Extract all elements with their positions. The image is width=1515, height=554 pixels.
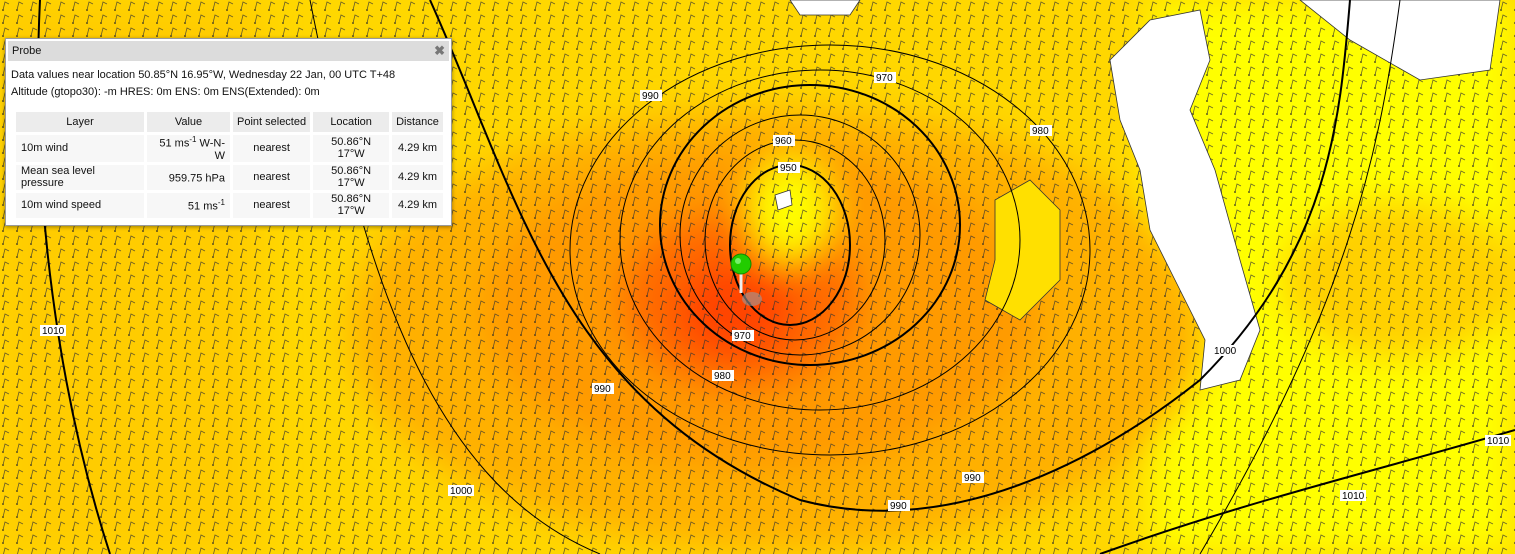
isobar-label: 960: [773, 135, 795, 147]
svg-text:970: 970: [876, 73, 893, 84]
svg-text:1010: 1010: [42, 326, 65, 337]
table-row: 10m wind speed 51 ms-1 nearest 50.86°N 1…: [16, 192, 443, 218]
land: [774, 0, 1501, 391]
svg-text:970: 970: [734, 331, 751, 342]
point-cell: nearest: [233, 164, 311, 190]
table-row: 10m wind 51 ms-1 W-N-W nearest 50.86°N 1…: [16, 135, 443, 162]
isobar-label: 1010: [1485, 435, 1511, 447]
point-cell: nearest: [233, 135, 311, 162]
svg-text:980: 980: [714, 371, 731, 382]
svg-text:950: 950: [780, 163, 797, 174]
svg-text:980: 980: [1032, 126, 1049, 137]
layer-cell: Mean sea level pressure: [16, 164, 144, 190]
probe-altitude-info: Altitude (gtopo30): -m HRES: 0m ENS: 0m …: [11, 86, 320, 98]
location-cell: 50.86°N 17°W: [313, 135, 390, 162]
distance-cell: 4.29 km: [392, 135, 443, 162]
svg-text:960: 960: [775, 136, 792, 147]
svg-text:1010: 1010: [1342, 491, 1365, 502]
map-pin-icon[interactable]: [730, 253, 762, 306]
probe-title: Probe: [12, 45, 42, 57]
isobar-label: 970: [732, 330, 754, 342]
value-cell: 959.75 hPa: [147, 164, 230, 190]
svg-text:990: 990: [890, 501, 907, 512]
layer-cell: 10m wind speed: [16, 192, 144, 218]
location-cell: 50.86°N 17°W: [313, 192, 390, 218]
probe-location-info: Data values near location 50.85°N 16.95°…: [11, 69, 396, 81]
distance-cell: 4.29 km: [392, 164, 443, 190]
distance-cell: 4.29 km: [392, 192, 443, 218]
table-row: Mean sea level pressure 959.75 hPa neare…: [16, 164, 443, 190]
value-cell: 51 ms-1: [147, 192, 230, 218]
value-cell: 51 ms-1 W-N-W: [147, 135, 230, 162]
svg-text:990: 990: [964, 473, 981, 484]
isobar-label: 990: [962, 472, 984, 484]
point-cell: nearest: [233, 192, 311, 218]
layer-cell: 10m wind: [16, 135, 144, 162]
probe-panel: Probe ✖ Data values near location 50.85°…: [5, 38, 452, 226]
svg-text:990: 990: [594, 384, 611, 395]
isobar-labels: 970 960 950 970 980 990 990 990 1000 100…: [40, 72, 1511, 512]
column-header: Point selected: [233, 112, 311, 132]
isobar-label: 980: [712, 370, 734, 382]
probe-table: Layer Value Point selected Location Dist…: [13, 109, 446, 221]
isobar-label: 980: [1030, 125, 1052, 137]
column-header: Location: [313, 112, 390, 132]
svg-text:1000: 1000: [450, 486, 473, 497]
isobar-label: 1000: [448, 485, 474, 497]
column-header: Distance: [392, 112, 443, 132]
isobar-label: 990: [592, 383, 614, 395]
svg-text:1000: 1000: [1214, 346, 1237, 357]
isobar-label: 1000: [1212, 345, 1238, 357]
column-header: Layer: [16, 112, 144, 132]
isobar-label: 1010: [40, 325, 66, 337]
table-header: Layer Value Point selected Location Dist…: [16, 112, 443, 132]
close-icon[interactable]: ✖: [434, 43, 445, 58]
isobar-label: 990: [888, 500, 910, 512]
isobar-label: 1010: [1340, 490, 1366, 502]
svg-text:990: 990: [642, 91, 659, 102]
isobar-label: 970: [874, 72, 896, 84]
column-header: Value: [147, 112, 230, 132]
ireland: [984, 179, 1061, 321]
probe-header[interactable]: Probe ✖: [8, 41, 449, 61]
svg-text:1010: 1010: [1487, 436, 1510, 447]
isobar-label: 950: [778, 162, 800, 174]
isobar-label: 990: [640, 90, 662, 102]
location-cell: 50.86°N 17°W: [313, 164, 390, 190]
